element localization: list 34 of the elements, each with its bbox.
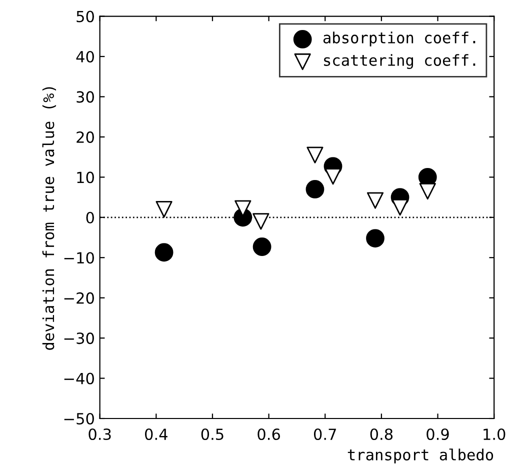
x-tick-label: 0.9	[426, 428, 449, 440]
point	[156, 201, 172, 218]
legend-label: scattering coeff.	[324, 54, 476, 70]
x-tick-label: 0.7	[314, 428, 336, 440]
x-axis-title: transport albedo	[348, 448, 494, 464]
legend-label: absorption coeff.	[323, 32, 476, 46]
y-tick-label: 30	[76, 91, 94, 103]
y-tick-label: 40	[76, 50, 94, 63]
y-axis-title: deviation from true value (%)	[42, 87, 56, 350]
point	[154, 243, 174, 262]
y-tick-label: 20	[76, 131, 94, 143]
x-tick-label: 1.0	[484, 428, 506, 440]
point	[306, 180, 324, 198]
point	[419, 182, 436, 200]
y-tick-label: 10	[77, 172, 94, 184]
x-tick-label: 0.3	[88, 428, 111, 440]
y-tick-label: −40	[64, 372, 94, 384]
x-tick-label: 0.8	[370, 428, 393, 440]
y-tick-label: −20	[64, 292, 94, 304]
y-tick-label: 50	[76, 10, 94, 22]
point	[252, 238, 272, 256]
point	[392, 199, 408, 216]
y-tick-label: −30	[64, 332, 94, 344]
y-tick-label: −50	[64, 412, 94, 425]
point	[366, 192, 384, 209]
point	[252, 213, 270, 230]
x-tick-label: 0.6	[258, 428, 280, 440]
x-tick-label: 0.4	[145, 428, 168, 440]
x-tick-label: 0.5	[201, 428, 224, 440]
y-tick-label: −10	[64, 252, 94, 264]
point	[306, 146, 324, 164]
point	[324, 168, 342, 185]
point	[366, 229, 384, 248]
y-tick-label: 0	[86, 212, 94, 224]
